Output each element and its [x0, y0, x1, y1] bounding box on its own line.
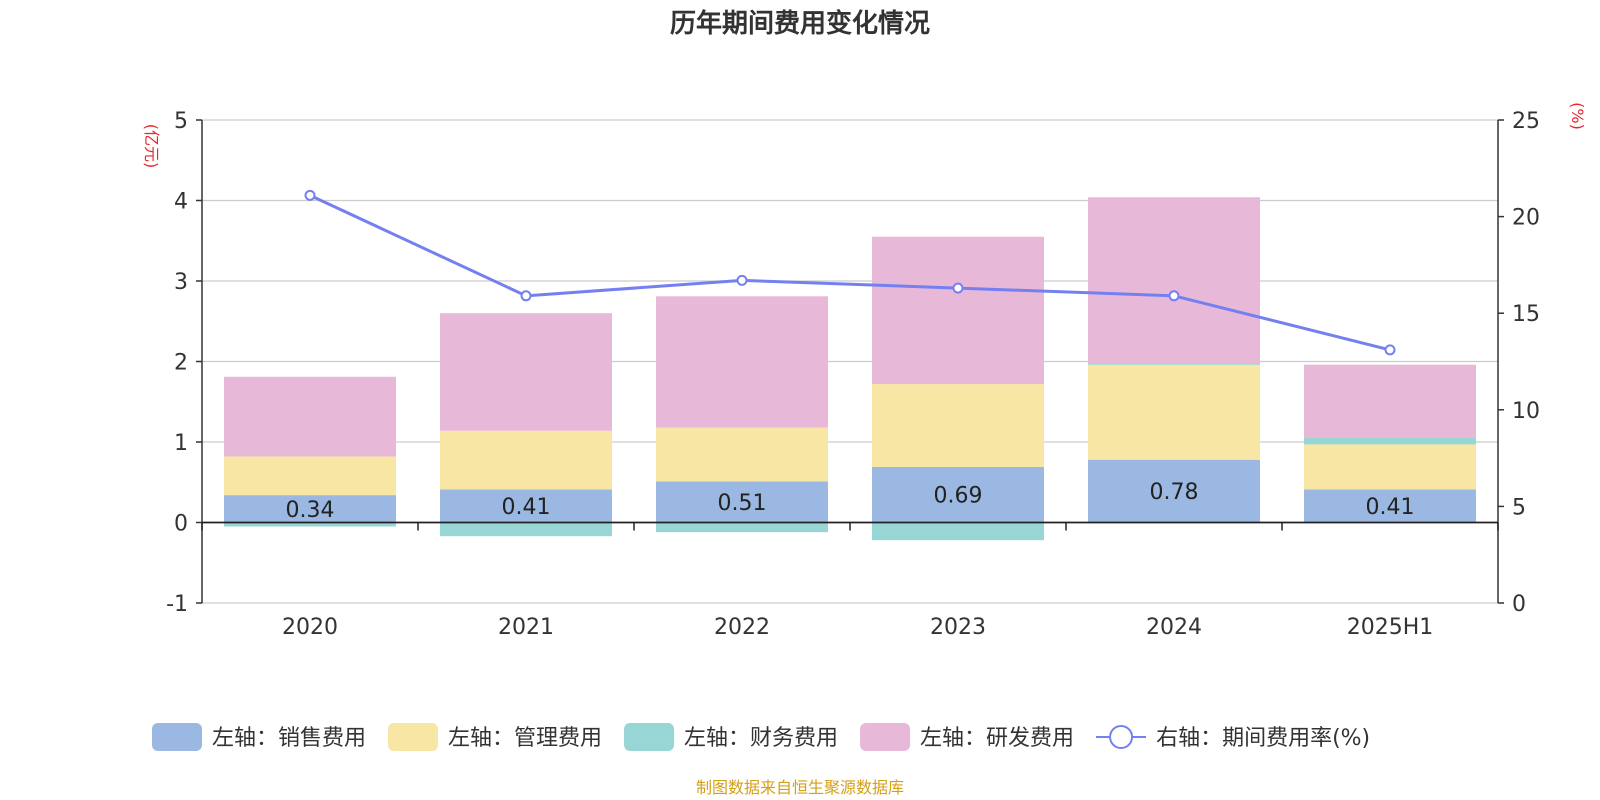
- line-point-4: [1168, 290, 1180, 302]
- left-axis-unit: (亿元): [142, 124, 161, 169]
- x-tick-label: 2022: [714, 615, 770, 640]
- bar-2-5: [1304, 437, 1476, 445]
- bar-3-0: [224, 376, 396, 457]
- bar-0-1: [440, 489, 612, 523]
- bar-2-4: [1088, 363, 1260, 365]
- right-tick-label: 10: [1512, 399, 1540, 424]
- legend-marker-icon: [1109, 725, 1134, 749]
- line-point-3: [952, 282, 964, 294]
- left-tick-label: 5: [174, 109, 188, 134]
- x-tick-label: 2023: [930, 615, 986, 640]
- legend-label-4: 右轴：期间费用率(%): [1156, 726, 1370, 751]
- legend-label-1: 左轴：管理费用: [448, 726, 602, 751]
- chart-title: 历年期间费用变化情况: [670, 8, 930, 39]
- line-point-2: [736, 274, 748, 286]
- legend-label-0: 左轴：销售费用: [212, 726, 366, 751]
- line-point-0: [304, 189, 316, 201]
- axes: -1 0 1 2 3 4 5 0 5 10 15 20 25 2020 2021 2022 2023 2024 20…: [166, 109, 1540, 640]
- bar-1-1: [440, 430, 612, 490]
- bar-0-2: [656, 481, 828, 523]
- data-labels: 0.34 0.41 0.51 0.69 0.78 0.41: [286, 480, 1415, 523]
- right-axis-unit: (%): [1568, 102, 1587, 130]
- bar-3-3: [872, 236, 1044, 385]
- legend-swatch-2: [624, 723, 675, 751]
- x-tick-label: 2020: [282, 615, 338, 640]
- x-tick-label: 2025H1: [1347, 615, 1434, 640]
- x-tick-label: 2021: [498, 615, 554, 640]
- right-tick-label: 25: [1512, 109, 1540, 134]
- line-path: [309, 193, 1391, 352]
- source-note: 制图数据来自恒生聚源数据库: [696, 778, 904, 797]
- bar-3-5: [1304, 364, 1476, 438]
- line-point-5: [1384, 344, 1396, 356]
- bar-data-label: 0.41: [502, 495, 551, 520]
- line-point-1: [520, 290, 532, 302]
- left-tick-label: 2: [174, 351, 188, 376]
- bar-1-4: [1088, 364, 1260, 460]
- line-series: [304, 189, 1396, 356]
- bar-3-2: [656, 296, 828, 428]
- right-tick-label: 5: [1512, 495, 1526, 520]
- bar-2-0: [224, 522, 396, 527]
- bar-data-label: 0.41: [1366, 495, 1415, 520]
- x-tick-label: 2024: [1146, 615, 1202, 640]
- legend-label-2: 左轴：财务费用: [684, 726, 838, 751]
- bar-data-label: 0.69: [934, 484, 983, 509]
- bar-2-1: [440, 522, 612, 537]
- right-tick-label: 20: [1512, 206, 1540, 231]
- bar-3-1: [440, 313, 612, 431]
- bar-1-3: [872, 384, 1044, 467]
- legend-swatch-1: [388, 723, 439, 751]
- legend: 左轴：销售费用 左轴：管理费用 左轴：财务费用 左轴：研发费用 右轴：期间费用率(%): [152, 723, 1370, 751]
- bar-data-label: 0.34: [286, 498, 335, 523]
- legend-swatch-0: [152, 723, 202, 751]
- legend-label-3: 左轴：研发费用: [920, 726, 1074, 751]
- bar-series: [224, 197, 1476, 541]
- legend-swatch-3: [860, 723, 911, 751]
- bar-1-2: [656, 427, 828, 482]
- grid-lines: [202, 119, 1498, 604]
- left-tick-label: 3: [174, 270, 188, 295]
- left-tick-label: 1: [174, 431, 188, 456]
- bar-0-3: [872, 466, 1044, 523]
- bar-0-4: [1088, 459, 1260, 523]
- bar-0-0: [224, 495, 396, 523]
- bar-0-5: [1304, 489, 1476, 523]
- bar-1-0: [224, 456, 396, 496]
- left-tick-label: 4: [174, 190, 188, 215]
- right-tick-label: 15: [1512, 302, 1540, 327]
- left-tick-label: -1: [166, 592, 188, 617]
- bar-2-3: [872, 522, 1044, 541]
- bar-1-5: [1304, 444, 1476, 490]
- bar-data-label: 0.51: [718, 491, 767, 516]
- bar-2-2: [656, 522, 828, 533]
- bar-data-label: 0.78: [1150, 480, 1199, 505]
- bar-3-4: [1088, 197, 1260, 364]
- left-tick-label: 0: [174, 512, 188, 537]
- right-tick-label: 0: [1512, 592, 1526, 617]
